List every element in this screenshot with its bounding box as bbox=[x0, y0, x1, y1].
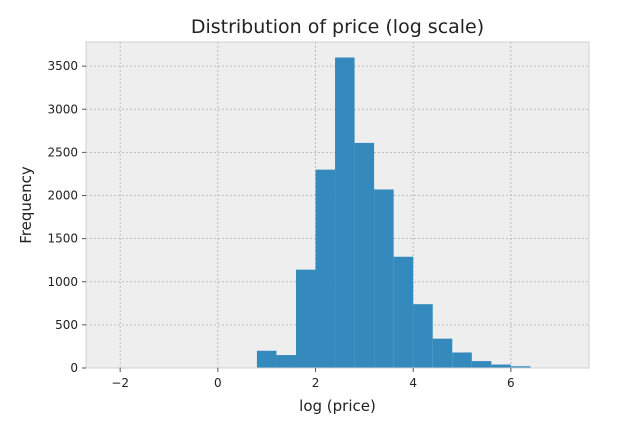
histogram-bar bbox=[276, 355, 296, 368]
y-tick-label: 500 bbox=[55, 318, 78, 332]
plot-frame bbox=[85, 41, 590, 369]
x-tick-label: −2 bbox=[111, 376, 129, 390]
histogram-bar bbox=[452, 352, 472, 368]
y-tick-label: 3000 bbox=[47, 102, 78, 116]
y-tick-label: 2000 bbox=[47, 189, 78, 203]
histogram-bar bbox=[393, 256, 414, 368]
axes-border bbox=[85, 41, 590, 369]
y-tick-label: 1000 bbox=[47, 275, 78, 289]
histogram-bar bbox=[295, 269, 316, 368]
histogram-bar bbox=[335, 57, 355, 369]
y-tick-label: 2500 bbox=[47, 145, 78, 159]
histogram-bar bbox=[471, 361, 492, 368]
y-tick-label: 0 bbox=[70, 361, 78, 375]
histogram-bar bbox=[374, 189, 394, 368]
histogram-bar bbox=[354, 142, 375, 368]
histogram-bar bbox=[256, 350, 277, 368]
y-tick-label: 1500 bbox=[47, 232, 78, 246]
x-axis-label: log (price) bbox=[299, 397, 376, 415]
histogram-bar bbox=[413, 304, 433, 368]
x-tick-label: 0 bbox=[214, 376, 222, 390]
y-axis-ticks: 0 500 1000 1500 2000 2500 3000 3500 bbox=[47, 59, 86, 375]
histogram-bars bbox=[256, 57, 531, 369]
x-tick-label: 2 bbox=[312, 376, 320, 390]
histogram-bar bbox=[315, 169, 336, 368]
y-axis-label: Frequency bbox=[17, 166, 35, 244]
y-tick-label: 3500 bbox=[47, 59, 78, 73]
histogram-bar bbox=[432, 338, 453, 368]
chart-title: Distribution of price (log scale) bbox=[191, 16, 484, 38]
histogram-bar bbox=[510, 366, 531, 368]
x-tick-label: 6 bbox=[507, 376, 515, 390]
x-axis-ticks: −2 0 2 4 6 bbox=[111, 368, 515, 390]
histogram-bar bbox=[491, 364, 511, 368]
x-tick-label: 4 bbox=[409, 376, 417, 390]
